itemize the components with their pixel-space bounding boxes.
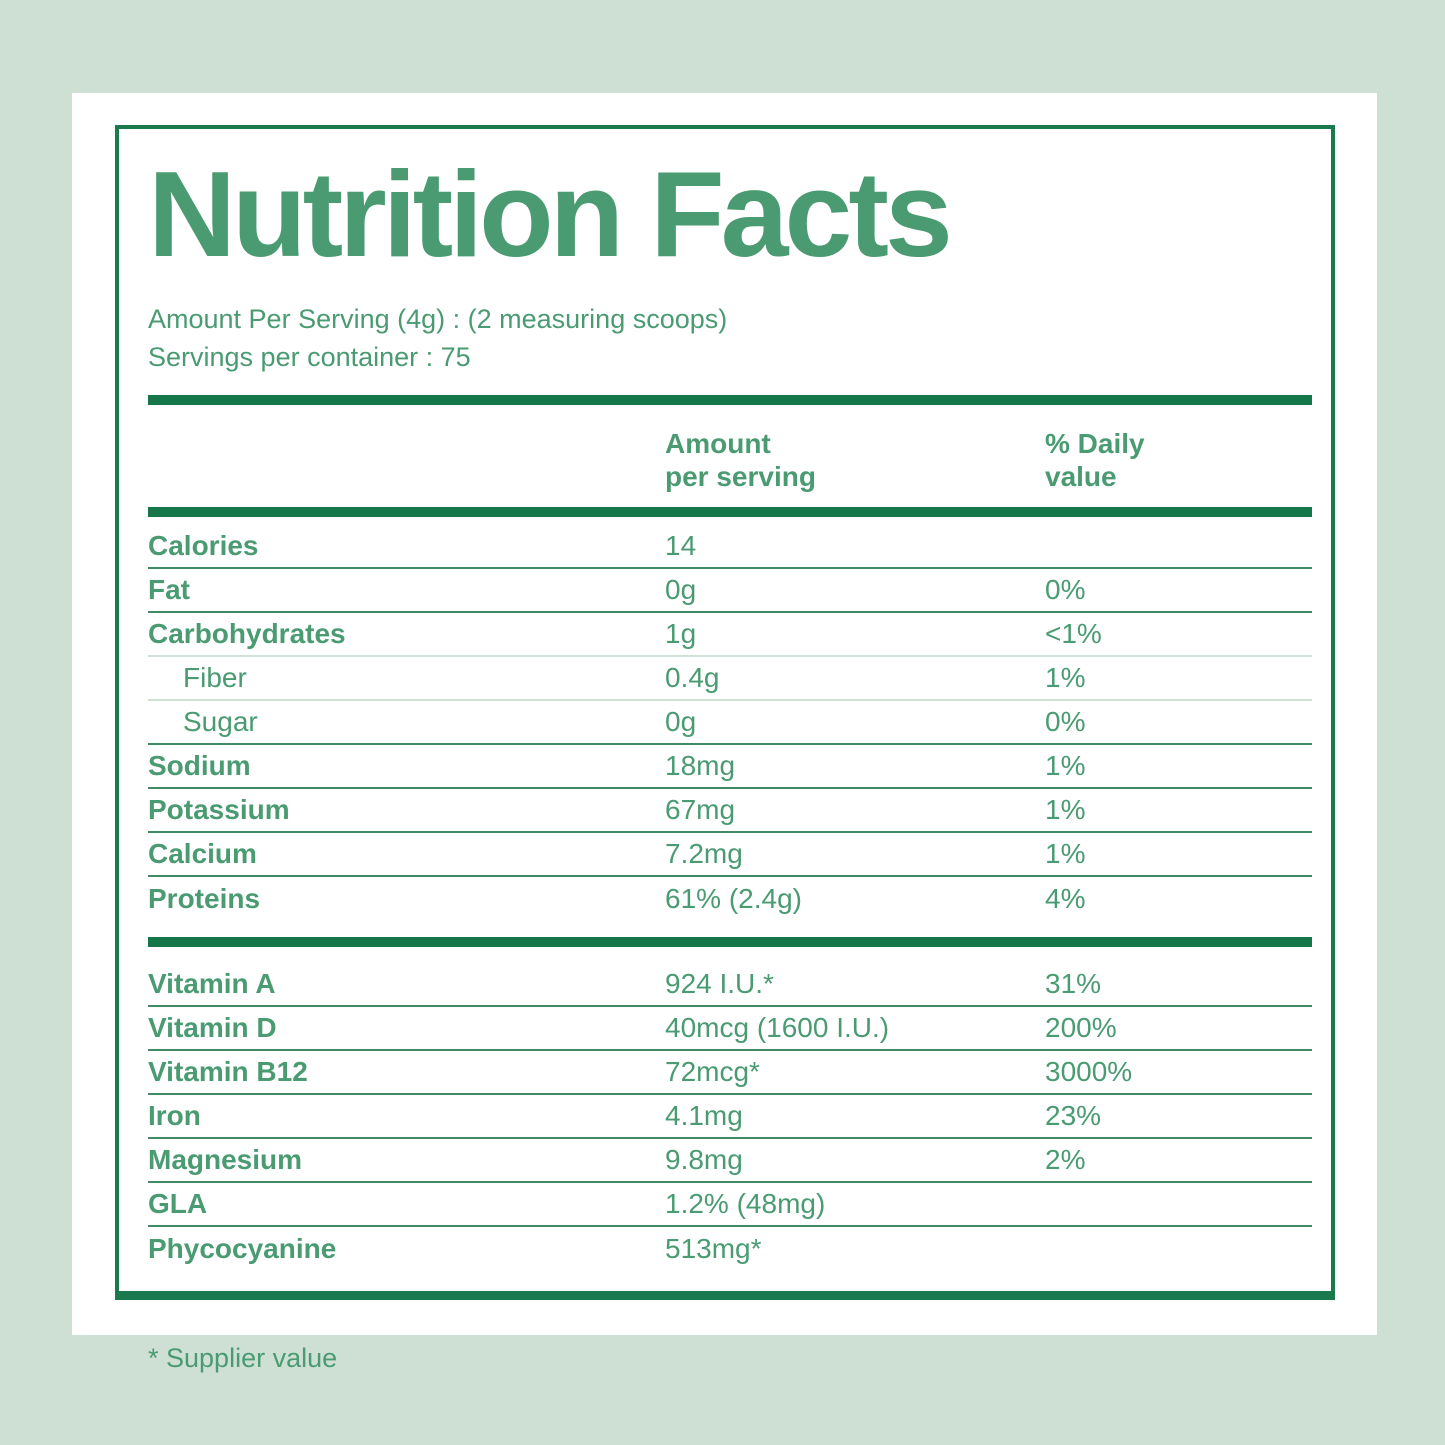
row-amount-value: 40mcg (1600 I.U.)	[665, 1012, 890, 1043]
table-row: Fat 0g 0%	[148, 569, 1312, 613]
row-label: GLA	[148, 1188, 208, 1219]
serving-info: Amount Per Serving (4g) : (2 measuring s…	[148, 300, 1312, 376]
table-row: GLA 1.2% (48mg)	[148, 1183, 1312, 1227]
row-label: Sugar	[183, 706, 258, 737]
table-row: Magnesium 9.8mg 2%	[148, 1139, 1312, 1183]
table-row: Vitamin A 924 I.U.* 31%	[148, 963, 1312, 1007]
row-daily-value: 1%	[1045, 662, 1086, 693]
row-label: Sodium	[148, 750, 251, 781]
table-row: Vitamin D 40mcg (1600 I.U.) 200%	[148, 1007, 1312, 1051]
nutrition-label-card: Nutrition Facts Amount Per Serving (4g) …	[72, 93, 1377, 1335]
row-amount-value: 7.2mg	[665, 838, 743, 869]
column-header-daily-line1: % Daily	[1045, 428, 1145, 459]
table-row: Vitamin B12 72mcg* 3000%	[148, 1051, 1312, 1095]
row-amount-value: 0.4g	[665, 662, 720, 693]
row-amount-value: 1.2% (48mg)	[665, 1188, 826, 1219]
table-row: Sugar 0g 0%	[148, 701, 1312, 745]
nutrition-label-border-box: Nutrition Facts Amount Per Serving (4g) …	[115, 125, 1335, 1300]
table-column-headers: Amount per serving % Daily value	[148, 427, 1312, 493]
row-daily-value: 2%	[1045, 1144, 1086, 1175]
row-label: Phycocyanine	[148, 1233, 337, 1264]
row-amount-value: 14	[665, 530, 697, 561]
table-row: Carbohydrates 1g <1%	[148, 613, 1312, 657]
row-label: Magnesium	[148, 1144, 303, 1175]
row-label: Vitamin B12	[148, 1056, 308, 1087]
row-daily-value: 23%	[1045, 1100, 1102, 1131]
row-daily-value: 4%	[1045, 883, 1086, 914]
row-amount-value: 67mg	[665, 794, 736, 825]
table-row: Potassium 67mg 1%	[148, 789, 1312, 833]
row-label: Iron	[148, 1100, 201, 1131]
row-daily-value: 1%	[1045, 838, 1086, 869]
row-amount-value: 72mcg*	[665, 1056, 760, 1087]
row-label: Fiber	[183, 662, 247, 693]
table-row: Phycocyanine 513mg*	[148, 1227, 1312, 1271]
thick-divider-under-headers	[148, 507, 1312, 517]
table-row: Iron 4.1mg 23%	[148, 1095, 1312, 1139]
column-header-daily-line2: value	[1045, 461, 1117, 492]
row-label: Proteins	[148, 883, 261, 914]
column-header-spacer	[148, 427, 665, 493]
row-daily-value: <1%	[1045, 618, 1102, 649]
row-amount-value: 61% (2.4g)	[665, 883, 802, 914]
table-row: Sodium 18mg 1%	[148, 745, 1312, 789]
table-row: Proteins 61% (2.4g) 4%	[148, 877, 1312, 921]
row-daily-value: 0%	[1045, 574, 1086, 605]
row-amount-value: 0g	[665, 706, 697, 737]
page-title: Nutrition Facts	[148, 146, 953, 282]
servings-per-container-line: Servings per container : 75	[148, 342, 471, 372]
row-label: Vitamin D	[148, 1012, 277, 1043]
supplier-value-footnote: * Supplier value	[148, 1343, 338, 1373]
table-row: Fiber 0.4g 1%	[148, 657, 1312, 701]
row-label: Calcium	[148, 838, 257, 869]
column-header-amount: Amount per serving	[665, 427, 1045, 493]
row-label: Vitamin A	[148, 968, 276, 999]
nutrition-table-micros: Vitamin A 924 I.U.* 31% Vitamin D 40mcg (160…	[148, 963, 1312, 1271]
column-header-amount-line1: Amount	[665, 428, 771, 459]
column-header-amount-line2: per serving	[665, 461, 816, 492]
row-amount-value: 1g	[665, 618, 697, 649]
column-header-daily-value: % Daily value	[1045, 427, 1312, 493]
serving-size-line: Amount Per Serving (4g) : (2 measuring s…	[148, 304, 728, 334]
row-daily-value: 1%	[1045, 794, 1086, 825]
row-amount-value: 4.1mg	[665, 1100, 743, 1131]
row-amount-value: 513mg*	[665, 1233, 762, 1264]
row-amount-value: 9.8mg	[665, 1144, 743, 1175]
row-label: Carbohydrates	[148, 618, 346, 649]
row-label: Potassium	[148, 794, 290, 825]
row-daily-value: 1%	[1045, 750, 1086, 781]
thick-divider-mid	[148, 937, 1312, 947]
thick-divider-top	[148, 395, 1312, 405]
row-amount-value: 0g	[665, 574, 697, 605]
row-amount-value: 924 I.U.*	[665, 968, 774, 999]
row-amount-value: 18mg	[665, 750, 736, 781]
nutrition-table-macros: Calories 14 Fat 0g 0% Carbohydrates 1g <1% Fiber…	[148, 525, 1312, 921]
table-row: Calories 14	[148, 525, 1312, 569]
row-daily-value: 200%	[1045, 1012, 1117, 1043]
row-daily-value: 0%	[1045, 706, 1086, 737]
row-daily-value: 31%	[1045, 968, 1102, 999]
row-daily-value: 3000%	[1045, 1056, 1133, 1087]
row-label: Fat	[148, 574, 190, 605]
row-label: Calories	[148, 530, 259, 561]
table-row: Calcium 7.2mg 1%	[148, 833, 1312, 877]
